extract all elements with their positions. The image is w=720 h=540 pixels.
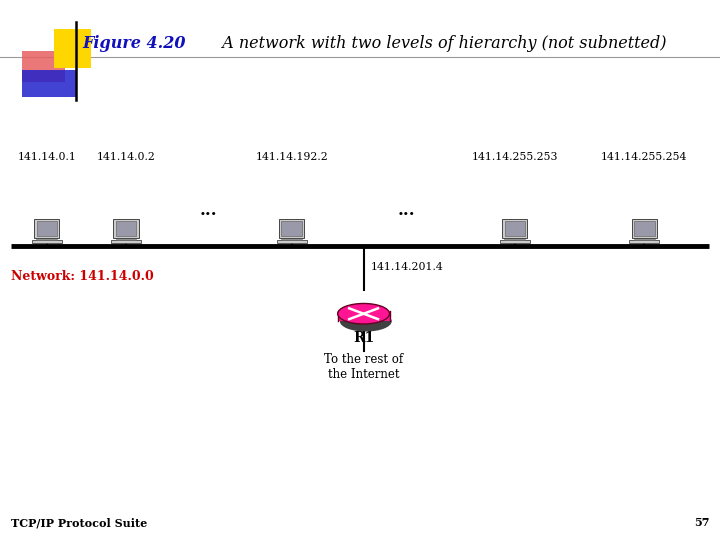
Text: 141.14.192.2: 141.14.192.2 [255, 152, 328, 162]
Bar [634, 239, 655, 240]
Bar [279, 219, 305, 238]
Bar [22, 51, 65, 82]
Bar [500, 240, 530, 243]
Text: 141.14.255.254: 141.14.255.254 [601, 152, 688, 162]
Bar [629, 240, 660, 243]
Bar [502, 219, 528, 238]
Bar [282, 221, 302, 236]
Text: ...: ... [398, 202, 415, 219]
Bar [631, 219, 657, 238]
Text: ...: ... [200, 202, 217, 219]
Text: TCP/IP Protocol Suite: TCP/IP Protocol Suite [11, 517, 147, 528]
Bar [36, 239, 58, 240]
Text: 57: 57 [693, 517, 709, 528]
Text: R1: R1 [353, 331, 374, 345]
Text: To the rest of
the Internet: To the rest of the Internet [324, 353, 403, 381]
Bar [37, 221, 57, 236]
Bar [634, 221, 654, 236]
Bar [34, 219, 60, 238]
Bar [116, 221, 136, 236]
Text: 141.14.0.1: 141.14.0.1 [17, 152, 76, 162]
Text: A network with two levels of hierarchy (not subnetted): A network with two levels of hierarchy (… [212, 35, 667, 52]
Ellipse shape [340, 311, 392, 332]
Text: 141.14.255.253: 141.14.255.253 [472, 152, 558, 162]
Bar [32, 240, 62, 243]
Bar [113, 219, 139, 238]
Bar [22, 70, 76, 97]
Text: Network: 141.14.0.0: Network: 141.14.0.0 [11, 270, 153, 283]
Bar [338, 310, 390, 321]
Bar [111, 240, 141, 243]
Text: 141.14.0.2: 141.14.0.2 [96, 152, 156, 162]
Ellipse shape [338, 303, 390, 324]
Bar [54, 29, 91, 68]
Bar [276, 240, 307, 243]
Bar [505, 221, 525, 236]
Text: 141.14.201.4: 141.14.201.4 [371, 262, 444, 272]
Bar [504, 239, 526, 240]
Bar [115, 239, 137, 240]
Bar [281, 239, 302, 240]
Text: Figure 4.20: Figure 4.20 [83, 35, 186, 52]
